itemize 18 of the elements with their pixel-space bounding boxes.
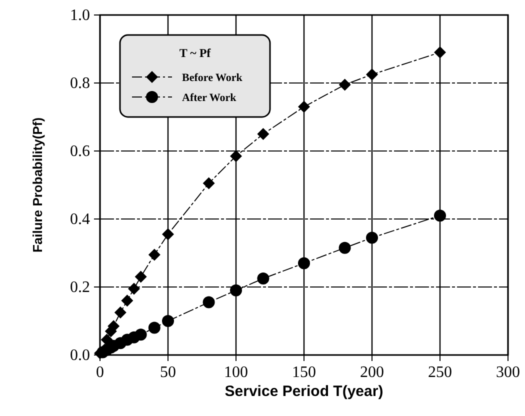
y-tick-label: 0.8 bbox=[70, 75, 90, 92]
y-tick-label: 0.0 bbox=[70, 347, 90, 364]
y-tick-label: 0.4 bbox=[70, 211, 90, 228]
legend-label: After Work bbox=[182, 92, 238, 104]
x-tick-label: 250 bbox=[428, 364, 452, 381]
y-axis-title: Failure Probability(Pf) bbox=[30, 117, 45, 253]
x-tick-label: 100 bbox=[224, 364, 248, 381]
x-axis-title: Service Period T(year) bbox=[224, 383, 384, 400]
y-tick-label: 0.2 bbox=[70, 279, 90, 296]
x-tick-label: 50 bbox=[160, 364, 176, 381]
y-tick-label: 0.6 bbox=[70, 143, 90, 160]
x-tick-label: 150 bbox=[292, 364, 316, 381]
x-tick-label: 200 bbox=[360, 364, 384, 381]
x-tick-label: 300 bbox=[496, 364, 520, 381]
x-tick-label: 0 bbox=[96, 364, 104, 381]
legend-label: Before Work bbox=[182, 72, 244, 84]
y-tick-label: 1.0 bbox=[70, 7, 90, 24]
legend-title: T ~ Pf bbox=[179, 46, 212, 60]
